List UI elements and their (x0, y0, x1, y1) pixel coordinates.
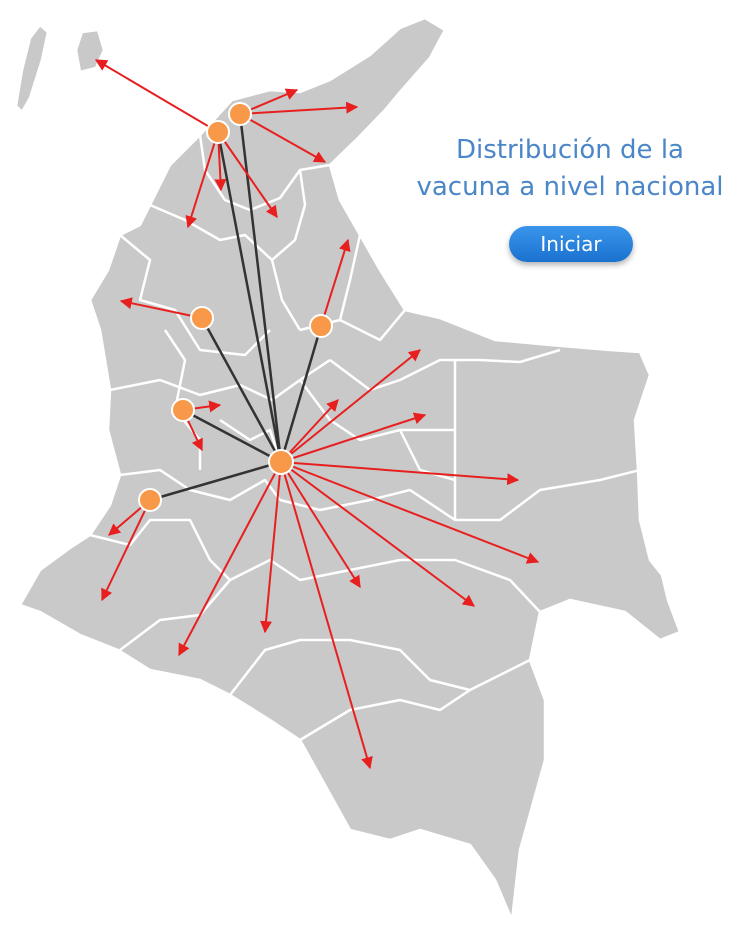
mainland (18, 16, 682, 922)
start-button[interactable]: Iniciar (509, 226, 633, 262)
hub-pasto (138, 488, 162, 512)
hub-bucaramanga (309, 314, 333, 338)
hub-bogota (268, 449, 294, 475)
island-providencia (74, 28, 106, 74)
page-title: Distribución de la vacuna a nivel nacion… (400, 132, 740, 206)
hub-links (149, 113, 323, 502)
hub-medellin (190, 306, 214, 330)
title-line-1: Distribución de la (456, 135, 684, 165)
title-line-2: vacuna a nivel nacional (416, 172, 724, 202)
hub-cali (171, 398, 195, 422)
distribution-hubs (138, 102, 333, 512)
hub-cartagena (206, 120, 230, 144)
hub-barranquilla (228, 102, 252, 126)
island-san-andres (14, 23, 50, 114)
